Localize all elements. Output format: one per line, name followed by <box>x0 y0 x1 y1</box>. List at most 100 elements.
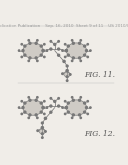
Circle shape <box>72 57 74 59</box>
Circle shape <box>84 111 86 113</box>
Circle shape <box>72 42 74 44</box>
Circle shape <box>67 111 69 113</box>
Circle shape <box>40 102 42 104</box>
Circle shape <box>29 114 31 116</box>
Circle shape <box>41 122 43 124</box>
Circle shape <box>24 111 26 113</box>
Circle shape <box>86 107 88 109</box>
Circle shape <box>54 100 56 102</box>
Circle shape <box>62 50 63 51</box>
Circle shape <box>24 45 26 47</box>
Circle shape <box>90 50 91 51</box>
Circle shape <box>28 40 29 41</box>
Text: FIG. 12.: FIG. 12. <box>84 130 115 138</box>
Circle shape <box>65 113 66 115</box>
Circle shape <box>42 50 44 52</box>
Circle shape <box>65 50 67 52</box>
Circle shape <box>62 107 63 108</box>
Circle shape <box>28 117 29 118</box>
Circle shape <box>50 48 52 50</box>
Circle shape <box>42 107 44 109</box>
Circle shape <box>21 100 22 102</box>
Circle shape <box>79 42 81 44</box>
Circle shape <box>37 130 39 132</box>
Circle shape <box>29 99 31 101</box>
Circle shape <box>87 44 88 45</box>
Circle shape <box>58 105 60 107</box>
Circle shape <box>84 102 86 104</box>
Circle shape <box>29 42 31 44</box>
Circle shape <box>35 42 37 44</box>
Circle shape <box>40 45 42 47</box>
Circle shape <box>80 117 81 118</box>
Circle shape <box>87 100 88 102</box>
Circle shape <box>65 107 67 109</box>
Ellipse shape <box>64 72 70 77</box>
Circle shape <box>80 97 81 98</box>
Circle shape <box>62 73 63 74</box>
Text: FIG. 11.: FIG. 11. <box>84 71 115 79</box>
Circle shape <box>58 54 60 56</box>
Circle shape <box>28 97 29 98</box>
Circle shape <box>50 98 52 99</box>
Circle shape <box>65 44 66 45</box>
Ellipse shape <box>23 100 43 115</box>
Circle shape <box>71 117 73 118</box>
Circle shape <box>80 40 81 41</box>
Circle shape <box>65 100 66 102</box>
Circle shape <box>66 80 68 81</box>
Circle shape <box>28 60 29 62</box>
Circle shape <box>72 99 74 101</box>
Circle shape <box>18 107 20 108</box>
Circle shape <box>66 76 68 78</box>
Ellipse shape <box>66 100 87 115</box>
Circle shape <box>54 43 56 45</box>
Ellipse shape <box>23 43 43 58</box>
Circle shape <box>72 114 74 116</box>
Circle shape <box>18 50 20 51</box>
Circle shape <box>80 60 81 62</box>
Circle shape <box>37 97 38 98</box>
Circle shape <box>50 105 52 107</box>
Circle shape <box>44 44 45 45</box>
Circle shape <box>66 69 68 72</box>
Circle shape <box>79 99 81 101</box>
Circle shape <box>66 65 68 67</box>
Circle shape <box>86 50 88 52</box>
Circle shape <box>24 102 26 104</box>
Circle shape <box>41 127 43 129</box>
Circle shape <box>87 56 88 58</box>
Circle shape <box>50 41 52 42</box>
Circle shape <box>42 137 43 138</box>
Circle shape <box>29 57 31 59</box>
Circle shape <box>45 131 46 132</box>
Circle shape <box>71 60 73 62</box>
Circle shape <box>24 54 26 56</box>
Circle shape <box>44 113 45 115</box>
Circle shape <box>65 50 67 52</box>
Circle shape <box>79 57 81 59</box>
Circle shape <box>87 113 88 115</box>
Ellipse shape <box>39 129 46 134</box>
Circle shape <box>84 54 86 56</box>
Circle shape <box>44 117 47 119</box>
Circle shape <box>35 57 37 59</box>
Circle shape <box>58 41 59 42</box>
Circle shape <box>58 48 60 50</box>
Circle shape <box>44 56 45 58</box>
Circle shape <box>40 54 42 56</box>
Circle shape <box>58 98 59 99</box>
Circle shape <box>37 60 38 62</box>
Circle shape <box>50 111 52 113</box>
Circle shape <box>35 114 37 116</box>
Circle shape <box>71 97 73 98</box>
Circle shape <box>79 114 81 116</box>
Circle shape <box>70 74 71 75</box>
Circle shape <box>37 117 38 118</box>
Circle shape <box>67 102 69 104</box>
Text: Patent Application Publication    Sep. 16, 2010  Sheet 9 of 11    US 2010/023444: Patent Application Publication Sep. 16, … <box>0 24 128 28</box>
Circle shape <box>22 50 24 52</box>
Circle shape <box>41 133 43 135</box>
Circle shape <box>65 107 67 109</box>
Circle shape <box>67 45 69 47</box>
